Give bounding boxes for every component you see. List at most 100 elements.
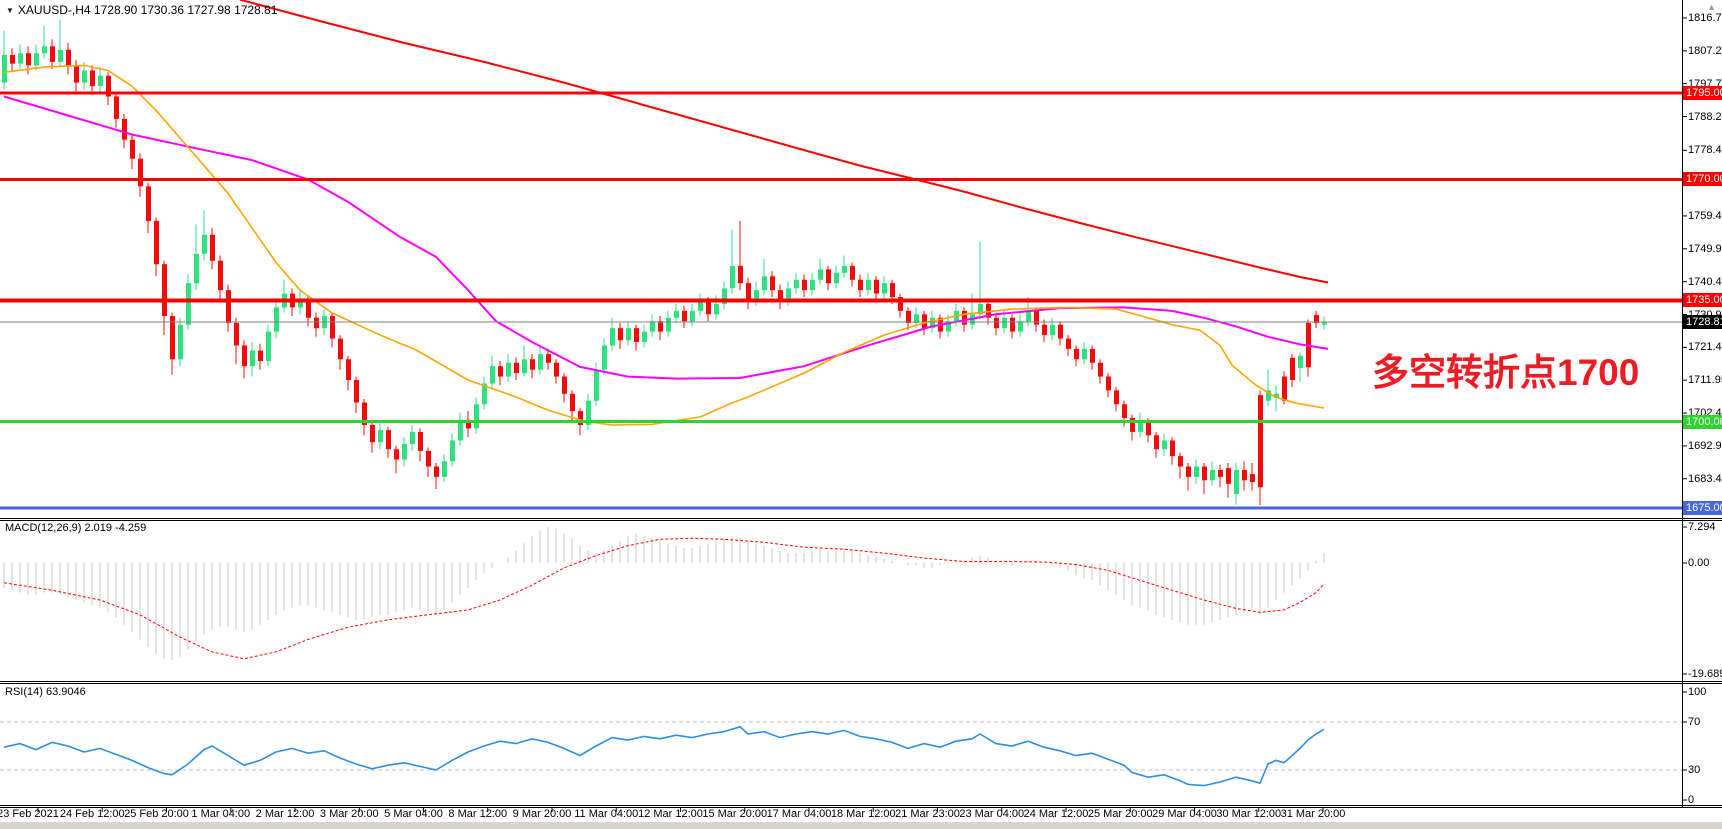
time-tick-label: 30 Mar 12:00 (1216, 808, 1282, 820)
candle-up (594, 369, 599, 401)
candle-down (1114, 390, 1119, 405)
candle-down (1154, 435, 1159, 450)
candle-down (1170, 440, 1175, 457)
candle-down (530, 359, 535, 370)
candle-up (1002, 317, 1007, 329)
candle-down (802, 279, 807, 291)
candle-down (554, 362, 559, 377)
rsi-scale-label: 30 (1688, 764, 1701, 776)
time-tick-label: 24 Mar 12:00 (1023, 808, 1089, 820)
candle-up (34, 53, 39, 66)
rsi-indicator-label: RSI(14) 63.9046 (5, 686, 86, 698)
candle-up (842, 265, 847, 273)
candle-up (930, 317, 935, 329)
candle-up (82, 70, 87, 83)
candle-down (122, 118, 127, 140)
candle-down (10, 54, 15, 64)
candle-down (370, 424, 375, 443)
candle-down (770, 276, 775, 291)
candle-down (242, 345, 247, 367)
text-annotation: 多空转折点1700 (1372, 352, 1640, 393)
macd-scale-label: -19.689 (1688, 668, 1722, 680)
candle-up (818, 269, 823, 280)
time-tick-label: 3 Mar 20:00 (319, 808, 379, 820)
candle-up (1274, 393, 1279, 399)
candle-up (186, 283, 191, 325)
candle-up (690, 310, 695, 322)
price-tick-label: 1711.95 (1688, 374, 1722, 387)
candle-up (250, 350, 255, 367)
candle-up (674, 310, 679, 318)
candle-down (1042, 324, 1047, 336)
candle-down (746, 283, 751, 301)
rsi-line (3, 725, 1325, 787)
symbol-dropdown-icon[interactable]: ▼ (6, 6, 14, 15)
time-tick-label: 29 Mar 04:00 (1152, 808, 1217, 820)
candle-down (618, 328, 623, 341)
candle-down (1314, 315, 1319, 323)
candle-up (1234, 469, 1239, 495)
candle-down (314, 317, 319, 329)
candle-down (850, 265, 855, 280)
candle-down (858, 279, 863, 291)
candle-down (138, 158, 143, 187)
level-price-badge: 1700.00 (1683, 414, 1722, 429)
candle-up (978, 303, 983, 315)
ma-slow-red (239, 0, 1329, 284)
macd-indicator-label: MACD(12,26,9) 2.019 -4.259 (5, 522, 147, 534)
candle-down (1034, 310, 1039, 325)
candle-up (794, 279, 799, 289)
candle-down (1178, 456, 1183, 467)
candle-down (562, 376, 567, 394)
price-tick-label: 1683.45 (1688, 472, 1722, 485)
candle-up (586, 400, 591, 425)
candle-down (658, 321, 663, 332)
candle-down (1066, 338, 1071, 349)
candle-up (458, 419, 463, 441)
time-tick-label: 23 Feb 2021 (0, 808, 59, 820)
rsi-scale-label: 70 (1688, 716, 1701, 728)
candle-down (778, 290, 783, 301)
level-price-badge: 1770.00 (1683, 172, 1722, 187)
candle-down (706, 300, 711, 315)
price-tick-label: 1692.95 (1688, 439, 1722, 452)
candle-up (642, 331, 647, 342)
price-tick-label: 1721.45 (1688, 341, 1722, 354)
candle-down (738, 265, 743, 284)
candle-down (338, 338, 343, 360)
candle-down (1098, 362, 1103, 377)
candle-down (354, 380, 359, 403)
candle-down (90, 70, 95, 87)
candle-down (1130, 418, 1135, 432)
candle-up (1082, 348, 1087, 360)
scroll-up-icon[interactable]: ▲ (1707, 2, 1716, 12)
candle-down (994, 317, 999, 329)
candle-down (210, 234, 215, 261)
candle-up (58, 49, 63, 62)
candle-down (426, 450, 431, 467)
level-price-badge: 1795.00 (1683, 86, 1722, 101)
candle-up (18, 53, 23, 64)
candle-down (74, 65, 79, 83)
candle-down (1290, 357, 1295, 381)
candle-down (874, 279, 879, 294)
candle-down (130, 139, 135, 159)
candle-up (1018, 321, 1023, 332)
ma-mid-magenta (3, 95, 1329, 380)
candle-up (698, 300, 703, 311)
candle-down (570, 393, 575, 412)
candle-down (1074, 348, 1079, 360)
candle-up (946, 321, 951, 332)
price-tick-label: 1749.95 (1688, 242, 1722, 255)
chart-title: ▼ XAUUSD-,H4 1728.90 1730.36 1727.98 1728… (6, 3, 277, 17)
candle-up (194, 253, 199, 284)
candle-up (506, 362, 511, 377)
candle-down (26, 53, 31, 66)
candle-up (730, 265, 735, 289)
candle-down (682, 310, 687, 322)
time-tick-label: 25 Feb 20:00 (124, 808, 189, 820)
candle-down (1186, 466, 1191, 477)
candle-up (474, 404, 479, 429)
candle-up (42, 46, 47, 54)
